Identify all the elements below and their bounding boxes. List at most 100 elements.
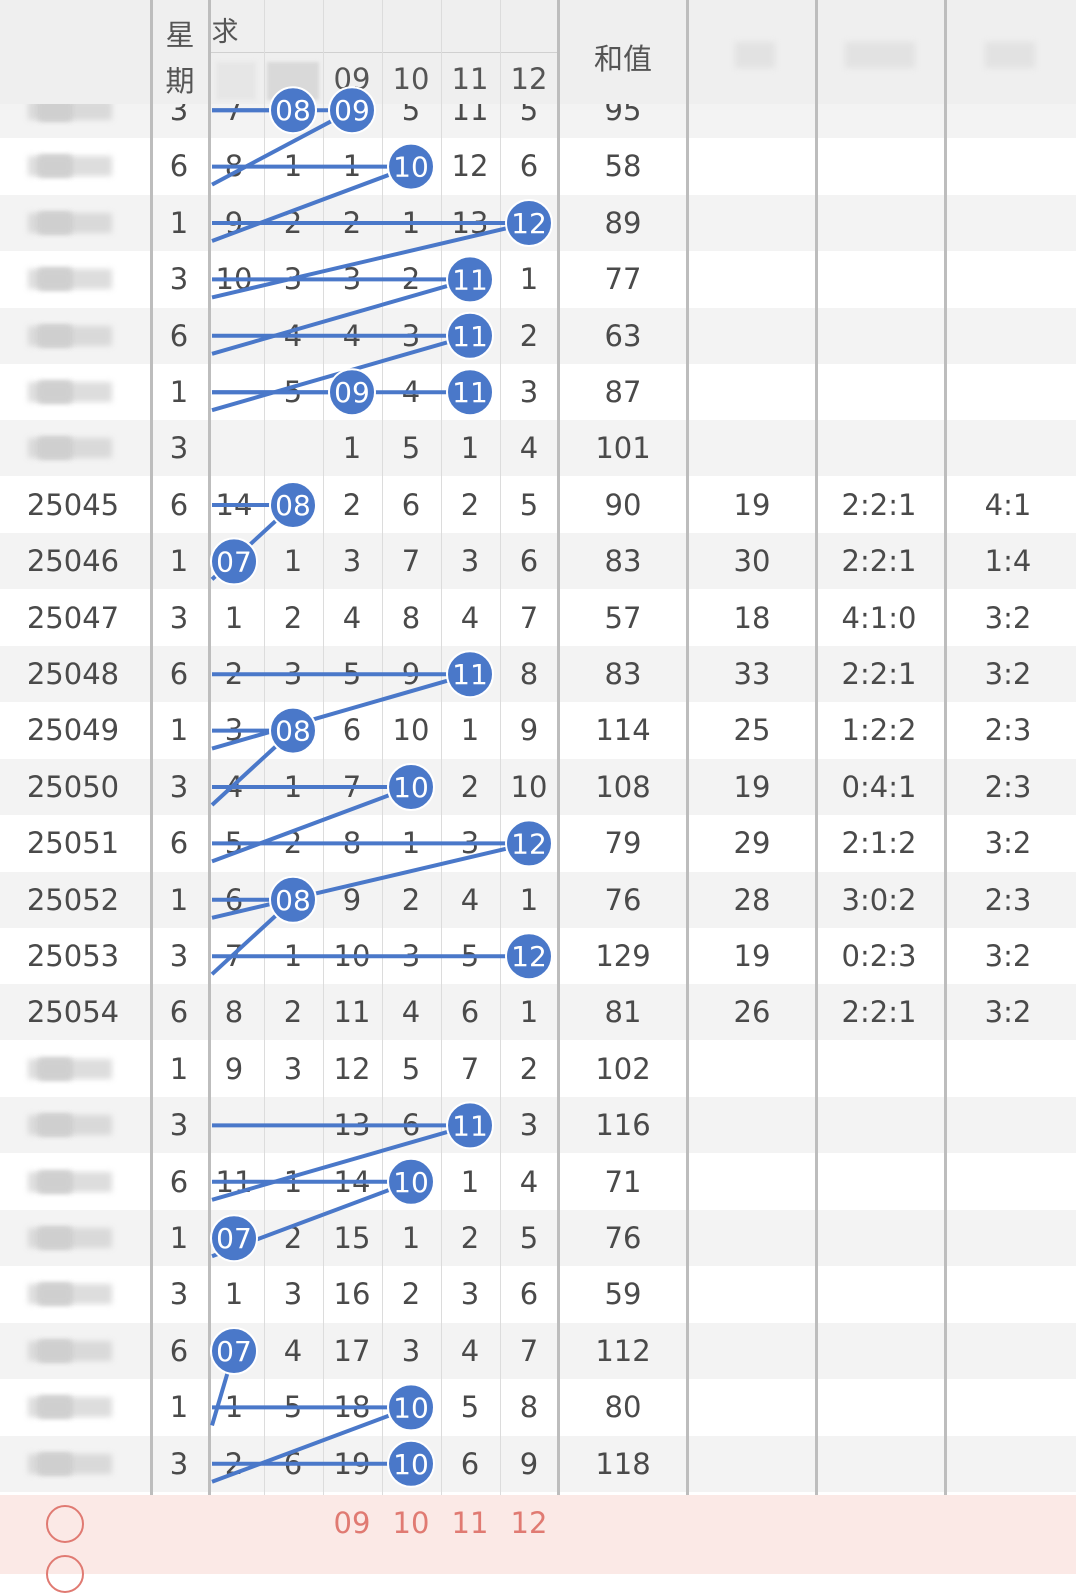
cell-oe: 2:3 bbox=[984, 713, 1032, 748]
cell-oe: 3:2 bbox=[984, 600, 1032, 635]
cell-c4: 10 bbox=[392, 1446, 430, 1481]
cell-week: 6 bbox=[169, 1164, 189, 1199]
cell-issue bbox=[3, 1379, 143, 1435]
cell-span bbox=[697, 1097, 807, 1153]
footer-ball-col-12: 12 bbox=[510, 1506, 548, 1540]
table-row: 3 13 6 11 3 116 bbox=[0, 1097, 1076, 1154]
column-divider bbox=[500, 0, 501, 1495]
cell-span: 26 bbox=[733, 995, 771, 1030]
column-divider bbox=[264, 0, 265, 1495]
cell-c4: 4 bbox=[401, 375, 421, 409]
cell-issue bbox=[3, 1436, 143, 1492]
cell-oe bbox=[953, 1266, 1063, 1322]
ball-col-header-12: 12 bbox=[510, 62, 548, 96]
cell-span bbox=[697, 1436, 807, 1492]
cell-c6: 4 bbox=[519, 1164, 539, 1199]
footer-circle-icon[interactable] bbox=[46, 1505, 84, 1543]
cell-sum: 57 bbox=[604, 600, 642, 635]
cell-c5: 1 bbox=[460, 1164, 480, 1199]
footer-ball-col-1 bbox=[208, 1495, 264, 1551]
cell-c1: 07 bbox=[215, 1221, 253, 1255]
cell-c5: 4 bbox=[460, 600, 480, 635]
column-divider bbox=[208, 0, 211, 1495]
cell-oe bbox=[953, 138, 1063, 194]
cell-issue bbox=[3, 1266, 143, 1322]
blurred-placeholder bbox=[39, 325, 71, 346]
cell-issue bbox=[3, 1097, 143, 1153]
column-divider bbox=[441, 0, 442, 1495]
cell-c5: 1 bbox=[460, 431, 480, 466]
blurred-placeholder bbox=[39, 1058, 71, 1079]
cell-ratio bbox=[824, 1436, 934, 1492]
cell-c6: 9 bbox=[519, 1446, 539, 1481]
cell-week: 3 bbox=[169, 769, 189, 804]
blurred-placeholder bbox=[39, 1397, 71, 1418]
cell-c2: 08 bbox=[274, 487, 312, 522]
cell-ratio bbox=[824, 1097, 934, 1153]
blurred-placeholder bbox=[39, 269, 71, 290]
cell-c5: 2 bbox=[460, 1221, 480, 1255]
cell-oe: 4:1 bbox=[984, 487, 1032, 522]
sum-header: 和值 bbox=[593, 42, 652, 76]
cell-c6: 7 bbox=[519, 600, 539, 635]
cell-c4: 7 bbox=[401, 544, 421, 579]
footer-ball-col-2 bbox=[266, 1495, 322, 1551]
cell-ratio: 0:4:1 bbox=[841, 769, 917, 804]
table-row: 1 5 09 4 11 3 87 bbox=[0, 364, 1076, 420]
cell-ratio: 2:2:1 bbox=[841, 657, 917, 691]
cell-c3: 15 bbox=[333, 1221, 371, 1255]
table-row: 25051 6 5 2 8 1 3 12 79 29 2:1:2 3:2 bbox=[0, 815, 1076, 871]
cell-issue: 25049 bbox=[26, 713, 120, 748]
cell-c2: 08 bbox=[274, 882, 312, 917]
cell-c4: 3 bbox=[401, 1333, 421, 1368]
cell-span bbox=[697, 308, 807, 364]
cell-c6: 8 bbox=[519, 1390, 539, 1425]
cell-oe bbox=[953, 1210, 1063, 1266]
cell-oe bbox=[953, 1436, 1063, 1492]
cell-c4: 10 bbox=[392, 713, 430, 748]
column-divider bbox=[686, 0, 689, 1495]
cell-sum: 79 bbox=[604, 826, 642, 861]
cell-span: 29 bbox=[733, 826, 771, 861]
cell-c3: 13 bbox=[333, 1108, 371, 1143]
cell-span: 18 bbox=[733, 600, 771, 635]
cell-span bbox=[697, 420, 807, 476]
cell-issue bbox=[3, 1154, 143, 1210]
cell-c2: 1 bbox=[283, 769, 303, 804]
cell-c4: 2 bbox=[401, 882, 421, 917]
cell-oe: 1:4 bbox=[984, 544, 1032, 579]
cell-c1: 6 bbox=[224, 882, 244, 917]
cell-c1: 07 bbox=[215, 1333, 253, 1368]
cell-ratio bbox=[824, 251, 934, 307]
cell-c1 bbox=[206, 308, 262, 364]
cell-week: 1 bbox=[169, 205, 189, 240]
cell-week: 6 bbox=[169, 657, 189, 691]
cell-c4: 3 bbox=[401, 318, 421, 353]
blurred-placeholder bbox=[39, 156, 71, 177]
cell-c5: 3 bbox=[460, 826, 480, 861]
cell-sum: 63 bbox=[604, 318, 642, 353]
table-row: 3 10 3 3 2 11 1 77 bbox=[0, 251, 1076, 307]
cell-span bbox=[697, 251, 807, 307]
cell-sum: 83 bbox=[604, 657, 642, 691]
cell-c4: 10 bbox=[392, 149, 430, 184]
table-row: 25050 3 4 1 7 10 2 10 108 19 0:4:1 2:3 bbox=[0, 758, 1076, 815]
table-row: 6 8 1 1 10 12 6 58 bbox=[0, 138, 1076, 194]
cell-c1: 14 bbox=[215, 487, 253, 522]
cell-c4: 10 bbox=[392, 1164, 430, 1199]
cell-c2: 3 bbox=[283, 262, 303, 297]
blurred-placeholder bbox=[39, 1228, 71, 1248]
cell-c6: 6 bbox=[519, 149, 539, 184]
cell-c4: 2 bbox=[401, 262, 421, 297]
cell-span: 30 bbox=[733, 544, 771, 579]
week-header-bottom: 期 bbox=[165, 64, 195, 98]
blurred-placeholder bbox=[39, 212, 71, 233]
cell-c5: 11 bbox=[451, 375, 489, 409]
ball-col-header-10: 10 bbox=[392, 62, 430, 96]
cell-c2: 3 bbox=[283, 657, 303, 691]
cell-span bbox=[697, 1379, 807, 1435]
footer-circle-icon-2[interactable] bbox=[46, 1555, 84, 1593]
cell-c2: 3 bbox=[283, 1051, 303, 1086]
cell-c3: 14 bbox=[333, 1164, 371, 1199]
